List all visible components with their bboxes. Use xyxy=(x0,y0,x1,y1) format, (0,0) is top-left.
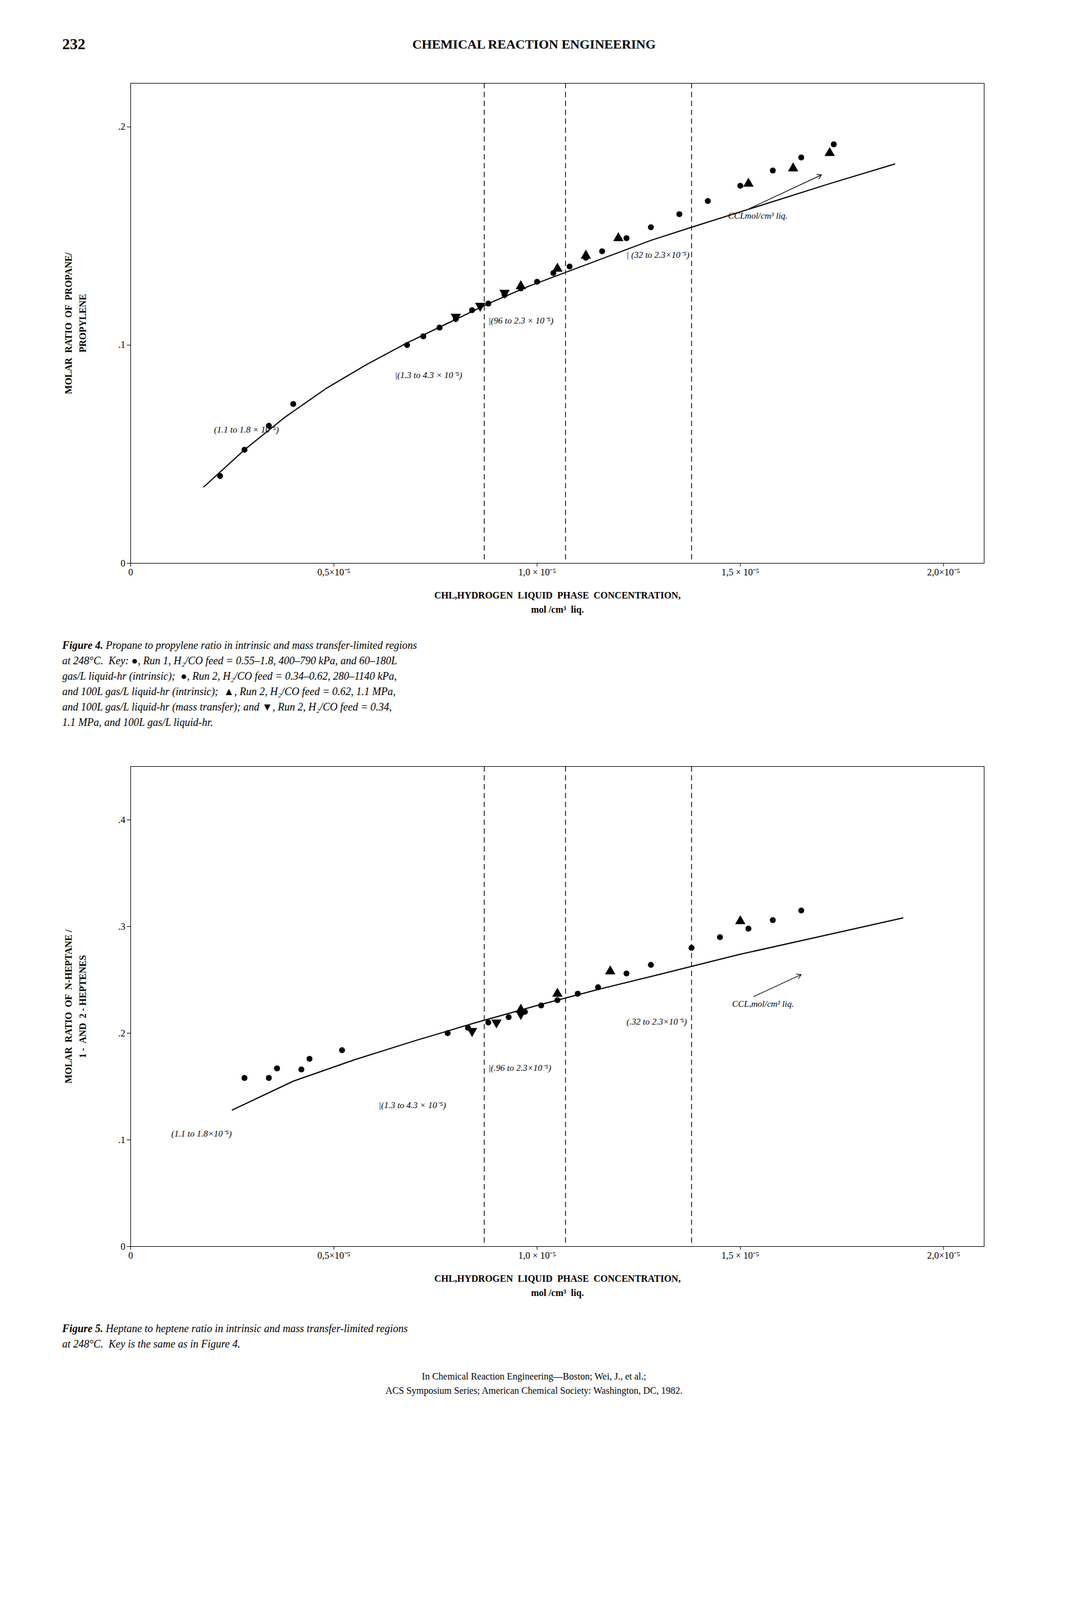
svg-text:.2: .2 xyxy=(118,121,126,132)
svg-text:| (32 to 2.3×10⁻⁵): | (32 to 2.3×10⁻⁵) xyxy=(626,250,690,261)
svg-text:.4: .4 xyxy=(118,814,126,825)
svg-text:1,0 × 10⁻⁵: 1,0 × 10⁻⁵ xyxy=(517,567,556,578)
svg-text:0: 0 xyxy=(128,567,134,578)
html-text:at 248°C. Key: ●, Run 1, H₂/CO: at 248°C. Key: ●, Run 1, H₂/CO feed = 0.… xyxy=(62,654,398,667)
svg-text:0: 0 xyxy=(120,1241,126,1252)
svg-text:1,5 × 10⁻⁵: 1,5 × 10⁻⁵ xyxy=(721,567,760,578)
html-text:and 100L gas/L liquid-hr (intr: and 100L gas/L liquid-hr (intrinsic); ▲,… xyxy=(62,685,396,698)
svg-text:(1.1 to 1.8 × 10⁻⁵): (1.1 to 1.8 × 10⁻⁵) xyxy=(213,424,280,436)
svg-text:MOLAR RATIO OF N-HEPTANE /1: MOLAR RATIO OF N-HEPTANE /1 - AND 2 - HE… xyxy=(63,929,88,1084)
html-text:CHEMICAL REACTION ENGINEERING: CHEMICAL REACTION ENGINEERING xyxy=(412,36,656,52)
svg-text:CCLmol/cm³ liq.: CCLmol/cm³ liq. xyxy=(728,210,788,221)
svg-text:.2: .2 xyxy=(118,1027,126,1038)
html-text:1.1 MPa, and 100L gas/L liquid: 1.1 MPa, and 100L gas/L liquid-hr. xyxy=(62,716,214,729)
svg-text:|(1.3 to 4.3 × 10⁻⁵): |(1.3 to 4.3 × 10⁻⁵) xyxy=(394,370,463,381)
html-text:ACS Symposium Series; American: ACS Symposium Series; American Chemical … xyxy=(385,1385,683,1396)
svg-text:1,0 × 10⁻⁵: 1,0 × 10⁻⁵ xyxy=(517,1249,556,1261)
html-text:Figure 5. Heptane to heptene r: Figure 5. Heptane to heptene ratio in in… xyxy=(62,1322,408,1335)
svg-text:|(1.3 to 4.3 × 10⁻⁵): |(1.3 to 4.3 × 10⁻⁵) xyxy=(378,1100,447,1111)
svg-text:(.32 to 2.3×10⁻⁵): (.32 to 2.3×10⁻⁵) xyxy=(626,1017,687,1028)
html-text:232: 232 xyxy=(62,35,86,53)
html-text:and 100L gas/L liquid-hr (mass: and 100L gas/L liquid-hr (mass transfer)… xyxy=(62,701,392,714)
svg-text:0,5×10⁻⁵: 0,5×10⁻⁵ xyxy=(317,1249,351,1261)
svg-text:.1: .1 xyxy=(118,1134,126,1145)
svg-text:MOLAR RATIO OF PROPANE/PROP: MOLAR RATIO OF PROPANE/PROPYLENE xyxy=(63,252,88,395)
svg-text:.1: .1 xyxy=(118,339,126,350)
svg-text:.3: .3 xyxy=(118,921,126,932)
svg-text:0: 0 xyxy=(128,1249,134,1261)
svg-text:|(96 to 2.3 × 10⁻⁵): |(96 to 2.3 × 10⁻⁵) xyxy=(488,315,554,326)
html-text:Figure 4. Propane to propylene: Figure 4. Propane to propylene ratio in … xyxy=(62,639,418,652)
svg-text:1,5 × 10⁻⁵: 1,5 × 10⁻⁵ xyxy=(721,1249,760,1261)
html-text:In Chemical Reaction Engineeri: In Chemical Reaction Engineering—Boston;… xyxy=(421,1371,647,1382)
html-text:gas/L liquid-hr (intrinsic); ●: gas/L liquid-hr (intrinsic); ●, Run 2, H… xyxy=(62,670,397,683)
svg-text:CHL,HYDROGEN LIQUID PHASE C: CHL,HYDROGEN LIQUID PHASE CONCENTRATION,… xyxy=(434,1273,681,1298)
svg-text:2,0×10⁻⁵: 2,0×10⁻⁵ xyxy=(926,1249,961,1261)
svg-text:|(.96 to 2.3×10⁻⁵): |(.96 to 2.3×10⁻⁵) xyxy=(488,1062,552,1073)
svg-text:CHL,HYDROGEN LIQUID PHASE C: CHL,HYDROGEN LIQUID PHASE CONCENTRATION,… xyxy=(434,590,681,616)
svg-text:(1.1 to 1.8×10⁻⁵): (1.1 to 1.8×10⁻⁵) xyxy=(171,1129,232,1140)
svg-text:2,0×10⁻⁵: 2,0×10⁻⁵ xyxy=(926,567,961,578)
svg-text:0,5×10⁻⁵: 0,5×10⁻⁵ xyxy=(317,567,351,578)
html-text:at 248°C. Key is the same as i: at 248°C. Key is the same as in Figure 4… xyxy=(62,1338,241,1350)
svg-text:0: 0 xyxy=(120,558,126,569)
svg-text:CCL,mol/cm³ liq.: CCL,mol/cm³ liq. xyxy=(731,998,794,1009)
